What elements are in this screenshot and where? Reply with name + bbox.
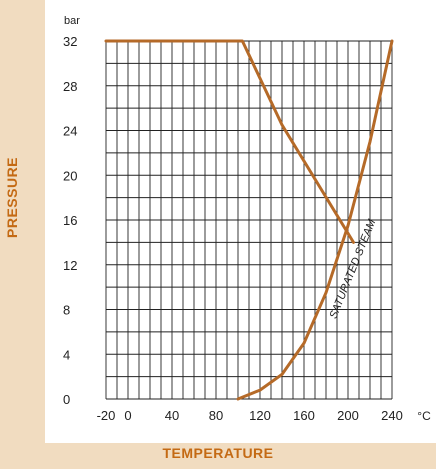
- y-tick-label: 28: [63, 79, 77, 94]
- x-unit-label: °C: [417, 409, 431, 423]
- y-tick-label: 16: [63, 213, 77, 228]
- x-tick-label: 160: [293, 408, 315, 423]
- y-tick-label: 32: [63, 34, 77, 49]
- x-tick-label: 40: [165, 408, 179, 423]
- x-tick-label: 0: [124, 408, 131, 423]
- series-line-1: [104, 39, 355, 244]
- x-tick-label: 200: [337, 408, 359, 423]
- x-tick-label: -20: [97, 408, 116, 423]
- pressure-temperature-chart: 0 4 8 12 16 20 24 28 32 bar -20 0 40 80 120 160 200 240 °C…: [63, 15, 431, 423]
- y-tick-label: 8: [63, 303, 70, 318]
- y-tick-label: 0: [63, 392, 70, 407]
- x-axis-label: TEMPERATURE: [162, 445, 274, 461]
- y-unit-label: bar: [64, 15, 80, 27]
- series-line-2: [236, 39, 394, 401]
- y-axis-label: PRESSURE: [4, 156, 20, 238]
- x-tick-label: 80: [209, 408, 223, 423]
- y-tick-label: 24: [63, 124, 77, 139]
- y-tick-label: 12: [63, 258, 77, 273]
- plot-panel: 0 4 8 12 16 20 24 28 32 bar -20 0 40 80 120 160 200 240 °C…: [45, 0, 436, 443]
- x-tick-label: 240: [381, 408, 403, 423]
- y-tick-label: 20: [63, 168, 77, 183]
- x-tick-label: 120: [249, 408, 271, 423]
- y-tick-label: 4: [63, 347, 70, 362]
